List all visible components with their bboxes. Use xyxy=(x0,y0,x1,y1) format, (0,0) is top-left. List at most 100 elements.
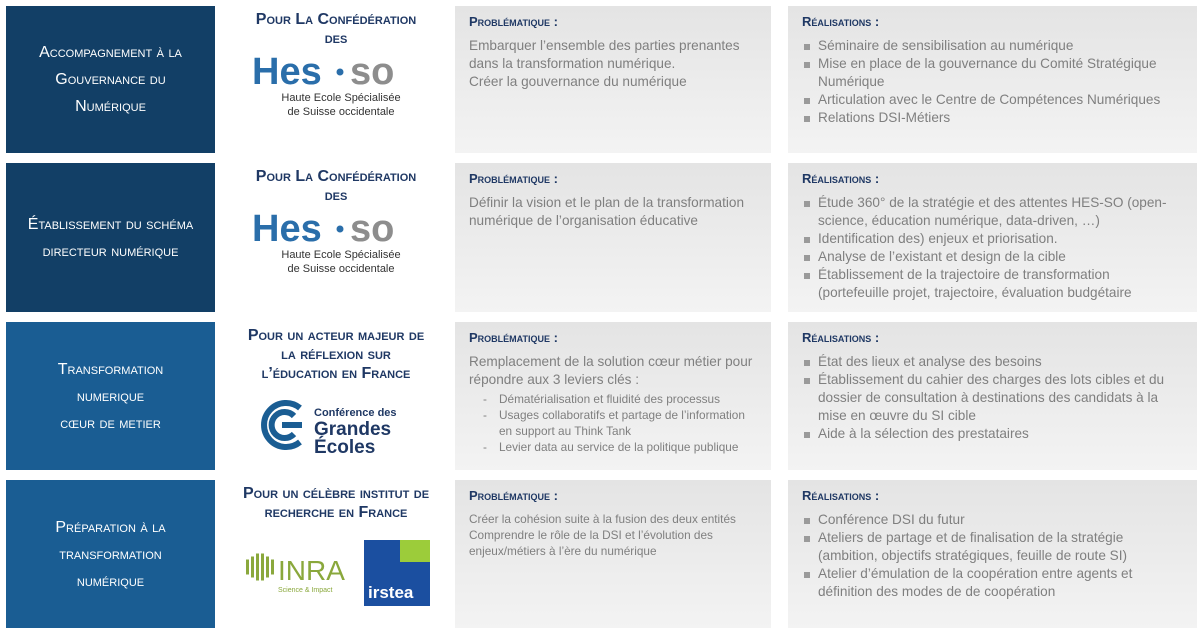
achievement-item: Séminaire de sensibilisation au numériqu… xyxy=(802,37,1183,55)
problem-box: Problématique : Définir la vision et le p… xyxy=(455,163,771,312)
achievement-item: Mise en place de la gouvernance du Comit… xyxy=(802,55,1183,91)
client-line: la réflexion sur xyxy=(281,346,391,363)
row-title: Préparation à la transformation numérique xyxy=(6,480,215,628)
achievement-item: Analyse de l’existant et design de la ci… xyxy=(802,248,1183,266)
client-line: des xyxy=(324,30,348,47)
logo-icon xyxy=(261,553,264,581)
title-line: Accompagnement à la xyxy=(39,44,182,61)
achievement-item: Conférence DSI du futur xyxy=(802,511,1183,529)
title-line: directeur numérique xyxy=(42,242,179,260)
problem-item: Dématérialisation et fluidité des proces… xyxy=(483,391,757,407)
problem-item: Usages collaboratifs et partage de l’inf… xyxy=(483,407,757,439)
problem-text: Comprendre le rôle de la DSI et l’évolut… xyxy=(469,528,713,558)
row-title: Établissement du schéma directeur numériq… xyxy=(6,163,215,312)
achievement-item: Aide à la sélection des prestataires xyxy=(802,425,1183,443)
logo-icon xyxy=(251,556,254,578)
client-line: Pour un célèbre institut de xyxy=(242,485,430,502)
achievement-item: Relations DSI-Métiers xyxy=(802,109,1183,127)
achievements-label: Réalisations : xyxy=(802,330,880,345)
logo-icon xyxy=(271,559,274,575)
logo-text: Conférence des xyxy=(314,407,397,419)
problem-list: Dématérialisation et fluidité des proces… xyxy=(483,391,757,455)
row-title: Accompagnement à la Gouvernance du Numériq… xyxy=(6,6,215,153)
problem-box: Problématique : Créer la cohésion suite à… xyxy=(455,480,771,628)
achievement-item: Établissement du cahier des charges des … xyxy=(802,371,1183,425)
achievements-box: Réalisations : État des lieux et analyse … xyxy=(788,322,1197,470)
logo-dot xyxy=(336,68,344,76)
problem-text: Embarquer l’ensemble des parties prenant… xyxy=(469,38,740,71)
client-line: l’éducation en France xyxy=(261,365,411,382)
logo-icon xyxy=(246,559,249,575)
problem-text: Créer la cohésion suite à la fusion des … xyxy=(469,512,736,526)
logo-text: Hes xyxy=(252,208,322,250)
problem-label: Problématique : xyxy=(469,488,558,503)
logo-text: Hes xyxy=(252,51,322,93)
problem-box: Problématique : Remplacement de la soluti… xyxy=(455,322,771,470)
logo-subtext: de Suisse occidentale xyxy=(287,263,394,275)
achievement-item: Établissement de la trajectoire de trans… xyxy=(802,266,1183,302)
row: Transformation numerique cœur de metier Pou… xyxy=(0,322,1199,470)
achievements-list: Conférence DSI du futur Ateliers de parta… xyxy=(802,511,1183,601)
problem-label: Problématique : xyxy=(469,330,558,345)
client-heading: Pour un célèbre institut de recherche en … xyxy=(222,484,450,522)
problem-text: Définir la vision et le plan de la trans… xyxy=(469,195,745,228)
logo-text: Écoles xyxy=(314,436,375,458)
logo-accent xyxy=(400,540,430,562)
title-line: Établissement du schéma xyxy=(27,215,194,233)
logo-text: INRA xyxy=(278,555,345,586)
client-heading: Pour La Confédération des xyxy=(222,10,450,48)
achievement-item: Ateliers de partage et de finalisation d… xyxy=(802,529,1183,565)
problem-item: Levier data au service de la politique p… xyxy=(483,439,757,455)
title-line: numérique xyxy=(76,572,145,590)
logo-subtext: de Suisse occidentale xyxy=(287,106,394,118)
achievement-item: Étude 360° de la stratégie et des attent… xyxy=(802,194,1183,230)
logo-subtext: Haute Ecole Spécialisée xyxy=(281,249,400,261)
achievements-list: Séminaire de sensibilisation au numériqu… xyxy=(802,37,1183,127)
logo-subtext: Haute Ecole Spécialisée xyxy=(281,92,400,104)
title-line: numerique xyxy=(76,387,145,405)
logo-text: irstea xyxy=(368,583,414,602)
achievements-list: Étude 360° de la stratégie et des attent… xyxy=(802,194,1183,302)
logo-text: so xyxy=(350,51,394,93)
client-line: Pour un acteur majeur de xyxy=(247,327,425,344)
achievements-box: Réalisations : Conférence DSI du futur Ate… xyxy=(788,480,1197,628)
row: Accompagnement à la Gouvernance du Numériq… xyxy=(0,6,1199,153)
client-line: recherche en France xyxy=(264,504,408,521)
achievements-box: Réalisations : Séminaire de sensibilisati… xyxy=(788,6,1197,153)
achievement-item: Identification des) enjeux et priorisati… xyxy=(802,230,1183,248)
achievements-box: Réalisations : Étude 360° de la stratégie… xyxy=(788,163,1197,312)
title-line: Préparation à la xyxy=(55,518,166,536)
title-line: Transformation xyxy=(57,360,164,378)
problem-label: Problématique : xyxy=(469,171,558,186)
row: Préparation à la transformation numérique P… xyxy=(0,480,1199,628)
client-line: des xyxy=(324,187,348,204)
achievement-item: Articulation avec le Centre de Compétenc… xyxy=(802,91,1183,109)
achievements-label: Réalisations : xyxy=(802,488,880,503)
problem-text: Remplacement de la solution cœur métier … xyxy=(469,354,753,387)
problem-label: Problématique : xyxy=(469,14,558,29)
title-line: transformation xyxy=(59,545,162,563)
client-heading: Pour La Confédération des xyxy=(222,167,450,205)
row-title: Transformation numerique cœur de metier xyxy=(6,322,215,470)
achievements-list: État des lieux et analyse des besoins Éta… xyxy=(802,353,1183,443)
achievement-item: Atelier d’émulation de la coopération en… xyxy=(802,565,1183,601)
logo-subtext: Science & Impact xyxy=(278,587,333,594)
title-line: Numérique xyxy=(75,98,146,115)
logo-icon xyxy=(261,400,302,450)
achievement-item: État des lieux et analyse des besoins xyxy=(802,353,1183,371)
client-line: Pour La Confédération xyxy=(255,168,417,185)
problem-box: Problématique : Embarquer l’ensemble des … xyxy=(455,6,771,153)
logo-text: so xyxy=(350,208,394,250)
row: Établissement du schéma directeur numériq… xyxy=(0,163,1199,312)
logo-icon xyxy=(256,553,259,581)
title-line: Gouvernance du xyxy=(55,71,166,88)
client-line: Pour La Confédération xyxy=(255,11,417,28)
achievements-label: Réalisations : xyxy=(802,14,880,29)
title-line: cœur de metier xyxy=(60,414,161,432)
logo-dot xyxy=(336,225,344,233)
